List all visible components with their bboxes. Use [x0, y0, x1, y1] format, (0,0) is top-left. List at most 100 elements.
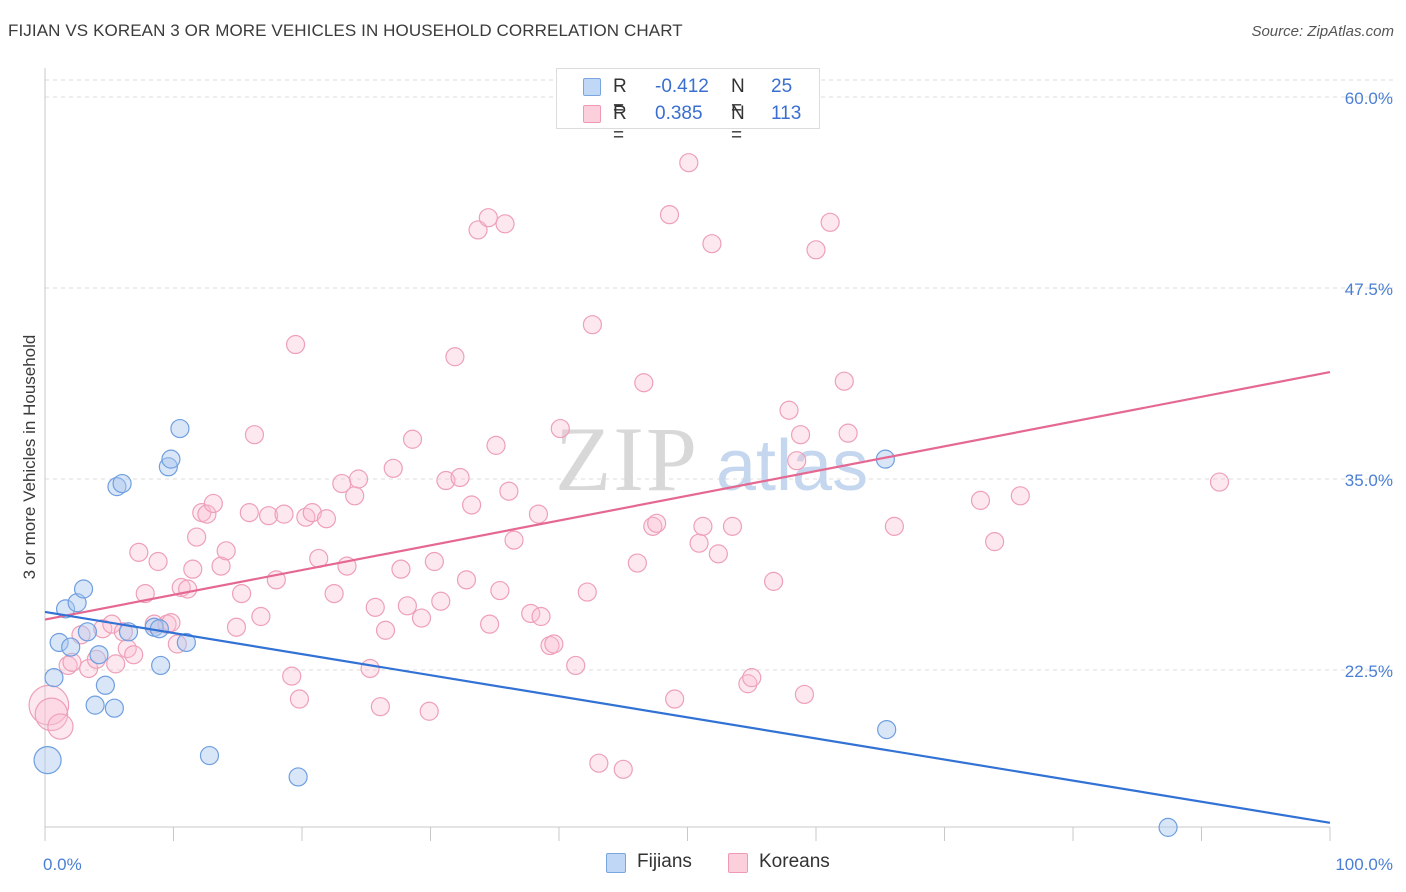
korean-point: [211, 556, 231, 576]
korean-point: [445, 347, 465, 367]
n-label: N =: [731, 103, 745, 146]
korean-point: [197, 504, 217, 524]
korean-point: [647, 513, 667, 533]
tick-labels: 60.0% 47.5% 35.0% 22.5% 0.0% 100.0%: [43, 89, 1393, 874]
korean-point: [693, 516, 713, 536]
korean-point: [787, 451, 807, 471]
korean-point: [689, 533, 709, 553]
korean-point: [258, 506, 279, 526]
korean-point: [251, 606, 271, 627]
korean-point: [436, 470, 456, 491]
korean-point: [285, 334, 306, 355]
fijian-point: [89, 645, 109, 665]
korean-point: [187, 527, 207, 547]
korean-point: [345, 486, 365, 506]
korean-point: [504, 530, 524, 550]
korean-point: [1209, 472, 1230, 492]
korean-point: [659, 205, 680, 225]
fijian-point: [158, 457, 178, 477]
fijian-point: [85, 695, 105, 715]
korean-point: [316, 509, 337, 529]
korean-point: [289, 689, 310, 709]
fijian-point: [161, 449, 181, 469]
legend-fijians-swatch: [606, 853, 626, 873]
korean-point: [486, 435, 506, 455]
koreans-swatch: [583, 105, 601, 123]
korean-point: [203, 493, 223, 514]
korean-point: [577, 582, 597, 602]
korean-point: [613, 759, 633, 779]
korean-point: [431, 591, 451, 611]
legend-koreans-label: Koreans: [759, 851, 830, 872]
korean-point: [282, 666, 302, 686]
korean-point: [528, 504, 549, 524]
korean-point: [450, 467, 470, 488]
korean-point: [391, 559, 411, 579]
korean-point: [531, 606, 551, 627]
korean-point: [365, 597, 385, 617]
korean-point: [148, 551, 168, 572]
korean-point: [838, 423, 858, 443]
korean-point: [495, 214, 515, 234]
korean-point: [763, 571, 784, 591]
r-label: R =: [613, 103, 627, 146]
korean-point: [550, 418, 570, 439]
korean-point: [499, 481, 519, 501]
correlation-stats-box: R = -0.412 N = 25 R = 0.385 N = 113: [556, 68, 820, 146]
legend-fijians-label: Fijians: [637, 851, 692, 872]
korean-point: [411, 608, 432, 628]
korean-point: [216, 541, 236, 561]
korean-point: [884, 516, 904, 536]
fijian-point: [112, 473, 132, 494]
fijian-point: [55, 599, 76, 619]
korean-point: [129, 542, 149, 562]
korean-point: [106, 654, 126, 674]
x-tick-label-0: 0.0%: [43, 855, 82, 874]
korean-point: [419, 701, 439, 721]
korean-point: [779, 400, 799, 420]
korean-point: [62, 652, 82, 672]
korean-point: [834, 371, 854, 391]
source-label: Source: ZipAtlas.com: [1251, 23, 1394, 40]
korean-point: [324, 583, 344, 604]
fijian-point: [288, 767, 308, 787]
fijian-point: [199, 745, 220, 766]
watermark: ZIP atlas: [555, 408, 868, 510]
korean-point: [708, 544, 728, 564]
korean-point: [679, 153, 699, 173]
korean-point: [462, 495, 482, 515]
korean-point: [490, 580, 510, 601]
korean-point: [985, 532, 1005, 552]
fijian-trend-line: [44, 610, 1331, 824]
fijian-point: [151, 655, 171, 676]
korean-point: [582, 315, 603, 335]
korean-point: [627, 553, 647, 573]
korean-point: [480, 614, 500, 634]
korean-point: [424, 551, 444, 572]
fijian-point: [95, 675, 115, 695]
korean-point: [360, 658, 380, 679]
korean-point: [274, 504, 294, 524]
korean-point: [820, 212, 840, 232]
korean-point: [397, 596, 417, 616]
korean-point: [589, 753, 609, 773]
korean-point: [544, 634, 564, 654]
n-value-fijians: 25: [771, 76, 793, 97]
korean-point: [970, 490, 991, 510]
korean-point: [794, 684, 815, 705]
korean-point: [566, 655, 586, 676]
korean-point: [348, 469, 369, 489]
x-tick-label-100: 100.0%: [1335, 855, 1393, 874]
korean-point: [47, 713, 74, 740]
korean-trend-line: [44, 370, 1331, 621]
chart-title: FIJIAN VS KOREAN 3 OR MORE VEHICLES IN H…: [8, 21, 683, 40]
fijian-point: [1158, 817, 1178, 837]
korean-point: [226, 617, 247, 637]
korean-point: [370, 697, 390, 717]
n-value-koreans: 113: [771, 103, 802, 124]
korean-point: [375, 620, 396, 640]
fijian-point: [77, 622, 98, 642]
y-tick-label-22-5: 22.5%: [1345, 662, 1393, 681]
data-points: [28, 153, 1230, 837]
korean-point: [302, 503, 322, 523]
